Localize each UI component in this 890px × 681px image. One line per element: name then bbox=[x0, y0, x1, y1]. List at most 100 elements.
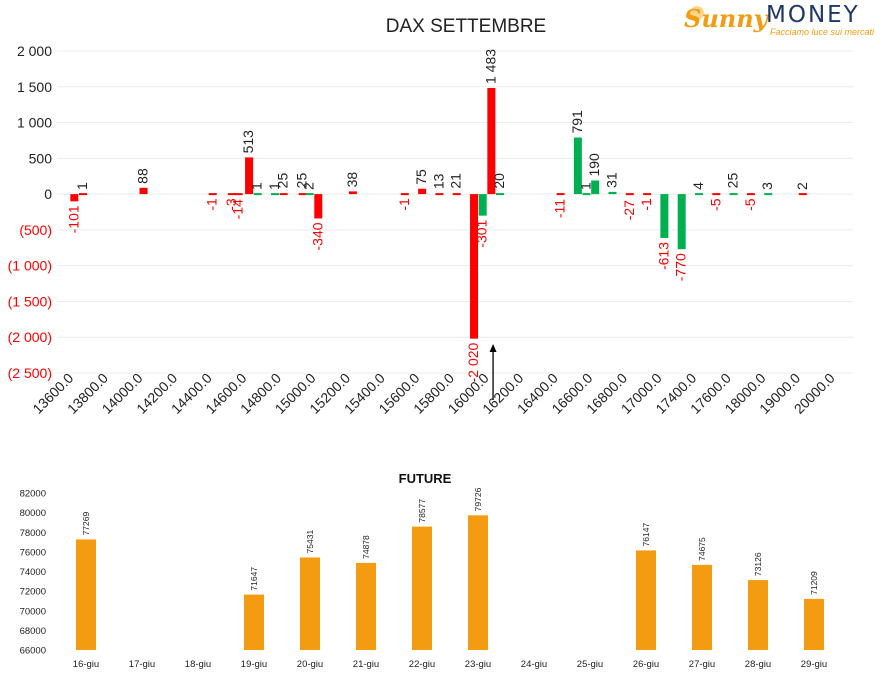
bar bbox=[78, 193, 87, 196]
bar bbox=[234, 193, 243, 196]
data-label: 78577 bbox=[417, 499, 427, 523]
bar bbox=[487, 87, 496, 195]
bar bbox=[279, 193, 288, 196]
bar bbox=[300, 557, 320, 650]
bar bbox=[608, 191, 617, 195]
data-label: 1 bbox=[74, 182, 90, 190]
y-tick-label: 78000 bbox=[20, 528, 46, 539]
x-tick-label: 27-giu bbox=[689, 659, 715, 670]
data-label: 74675 bbox=[697, 537, 707, 561]
y-tick-label: (500) bbox=[19, 222, 52, 238]
bar bbox=[412, 526, 432, 650]
bar bbox=[636, 550, 656, 650]
bar bbox=[356, 562, 376, 650]
bar bbox=[625, 193, 634, 196]
x-tick-label: 23-giu bbox=[465, 659, 491, 670]
data-label: -27 bbox=[621, 200, 637, 220]
chart-title: DAX SETTEMBRE bbox=[386, 16, 546, 37]
bar bbox=[746, 193, 755, 196]
y-tick-label: 2 000 bbox=[17, 43, 52, 59]
y-tick-label: (2 500) bbox=[8, 365, 52, 381]
arrow-head bbox=[489, 344, 497, 352]
bar bbox=[764, 193, 773, 196]
data-label: 1 bbox=[249, 182, 265, 190]
y-tick-label: (2 000) bbox=[8, 329, 52, 345]
x-tick-label: 26-giu bbox=[633, 659, 659, 670]
data-label: -2 020 bbox=[465, 342, 481, 382]
bar bbox=[452, 193, 461, 196]
x-tick-label: 16-giu bbox=[73, 659, 99, 670]
data-label: 21 bbox=[448, 173, 464, 189]
logo-word-money: MONEY bbox=[766, 2, 860, 28]
y-tick-label: 72000 bbox=[20, 587, 46, 598]
data-label: -340 bbox=[309, 222, 325, 250]
logo-word-sunny: Sunny bbox=[684, 4, 768, 33]
sun-icon bbox=[690, 6, 704, 20]
bar bbox=[245, 157, 254, 195]
x-tick-label: 29-giu bbox=[801, 659, 827, 670]
x-tick-label: 17-giu bbox=[129, 659, 155, 670]
data-label: 75431 bbox=[305, 530, 315, 554]
bar bbox=[712, 193, 721, 196]
bar bbox=[314, 194, 323, 219]
y-tick-label: 74000 bbox=[20, 567, 46, 578]
data-label: 79726 bbox=[473, 487, 483, 511]
y-tick-label: 70000 bbox=[20, 606, 46, 617]
bar bbox=[556, 193, 565, 196]
bar bbox=[298, 193, 307, 196]
bar bbox=[139, 187, 148, 195]
bar bbox=[495, 193, 504, 196]
data-label: 4 bbox=[690, 182, 706, 190]
chart-title: FUTURE bbox=[399, 471, 452, 486]
bar bbox=[582, 193, 591, 196]
data-label: 71209 bbox=[809, 571, 819, 595]
data-label: -770 bbox=[673, 253, 689, 281]
y-tick-label: 66000 bbox=[20, 646, 46, 657]
data-label: 73126 bbox=[753, 552, 763, 576]
x-tick-label: 19-giu bbox=[241, 659, 267, 670]
data-label: -14 bbox=[230, 199, 246, 219]
data-label: 75 bbox=[413, 169, 429, 185]
bar bbox=[227, 193, 236, 196]
x-tick-label: 28-giu bbox=[745, 659, 771, 670]
data-label: 74878 bbox=[361, 535, 371, 559]
data-label: 2 bbox=[794, 182, 810, 190]
bar bbox=[435, 193, 444, 196]
data-label: 31 bbox=[603, 172, 619, 188]
data-label: 71647 bbox=[249, 567, 259, 591]
data-label: -1 bbox=[638, 198, 654, 211]
x-tick-label: 25-giu bbox=[577, 659, 603, 670]
bar bbox=[798, 193, 807, 196]
bar bbox=[305, 193, 314, 196]
data-label: -301 bbox=[474, 219, 490, 247]
data-label: 190 bbox=[586, 153, 602, 177]
bar bbox=[76, 539, 96, 650]
data-label: 77269 bbox=[81, 512, 91, 536]
bar bbox=[729, 193, 738, 196]
data-label: 88 bbox=[135, 168, 151, 184]
data-label: 76147 bbox=[641, 523, 651, 547]
x-tick-label: 21-giu bbox=[353, 659, 379, 670]
data-label: -613 bbox=[655, 242, 671, 270]
bar bbox=[470, 194, 479, 339]
x-tick-label: 24-giu bbox=[521, 659, 547, 670]
x-tick-label: 18-giu bbox=[185, 659, 211, 670]
bar bbox=[694, 193, 703, 196]
y-tick-label: (1 000) bbox=[8, 258, 52, 274]
bar bbox=[271, 193, 280, 196]
y-tick-label: 82000 bbox=[20, 489, 46, 500]
data-label: 791 bbox=[569, 110, 585, 134]
bar bbox=[748, 580, 768, 650]
data-label: -11 bbox=[552, 199, 568, 218]
x-tick-label: 20-giu bbox=[297, 659, 323, 670]
bar bbox=[591, 180, 600, 195]
data-label: 3 bbox=[759, 182, 775, 190]
data-label: 25 bbox=[294, 173, 310, 189]
data-label: 25 bbox=[275, 173, 291, 189]
bar bbox=[400, 193, 409, 196]
data-label: 38 bbox=[344, 172, 360, 188]
y-tick-label: 500 bbox=[29, 150, 53, 166]
bar bbox=[348, 191, 357, 195]
bar bbox=[643, 193, 652, 196]
